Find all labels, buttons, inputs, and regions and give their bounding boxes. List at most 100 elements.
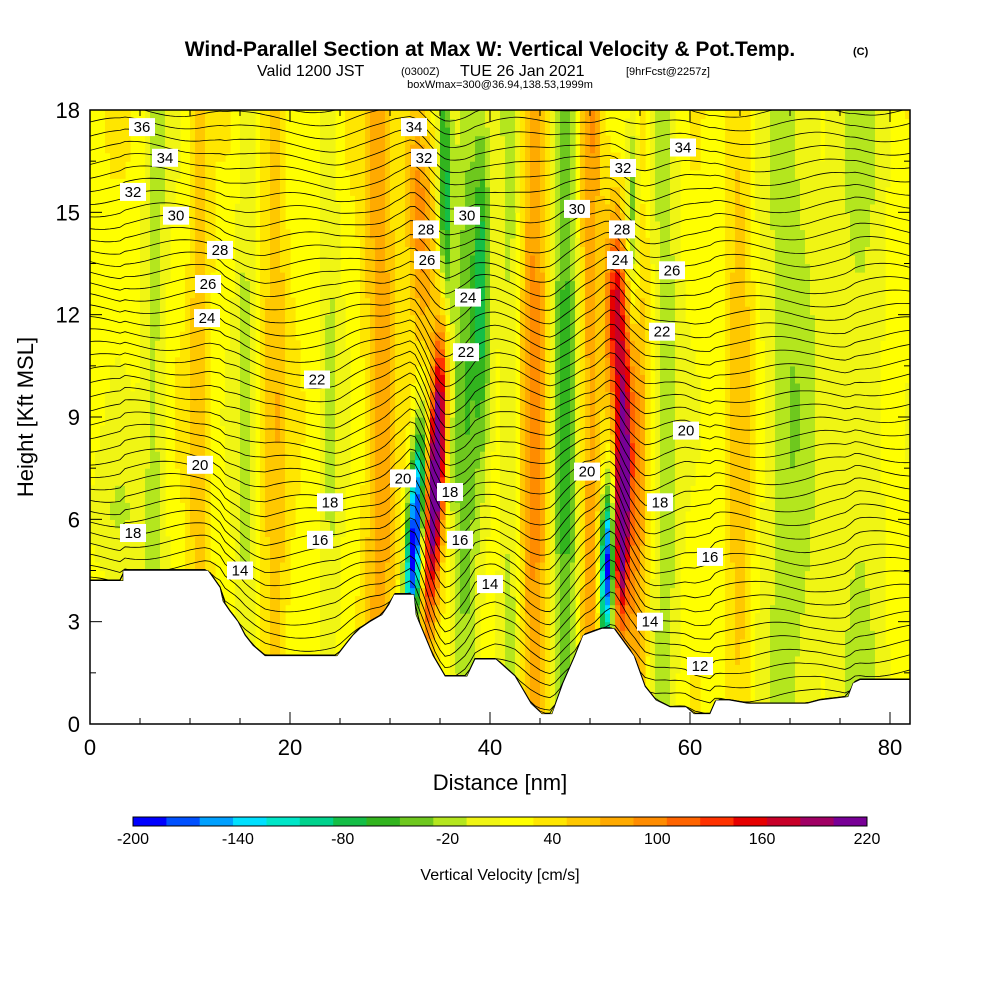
field-cell xyxy=(185,306,191,316)
field-cell xyxy=(455,161,461,171)
field-cell xyxy=(405,323,411,333)
field-cell xyxy=(405,579,411,589)
field-cell xyxy=(530,579,536,589)
field-cell xyxy=(490,280,496,290)
field-cell xyxy=(550,348,556,358)
field-cell xyxy=(185,502,191,512)
field-cell xyxy=(515,638,521,648)
field-cell xyxy=(235,331,241,341)
field-cell xyxy=(125,417,131,427)
field-cell xyxy=(295,451,301,461)
field-cell xyxy=(390,502,396,512)
field-cell xyxy=(355,613,361,623)
field-cell xyxy=(115,536,121,546)
field-cell xyxy=(455,246,461,256)
field-cell xyxy=(525,391,531,401)
field-cell xyxy=(155,263,161,273)
field-cell xyxy=(205,502,211,512)
field-cell xyxy=(425,451,431,461)
field-cell xyxy=(560,340,566,350)
field-cell xyxy=(500,127,506,137)
field-cell xyxy=(460,169,466,179)
field-cell xyxy=(335,365,341,375)
field-cell xyxy=(335,314,341,324)
field-cell xyxy=(530,306,536,316)
field-cell xyxy=(270,331,276,341)
field-cell xyxy=(425,331,431,341)
field-cell xyxy=(340,510,346,520)
field-cell xyxy=(285,493,291,503)
field-cell xyxy=(200,289,206,299)
field-cell xyxy=(375,178,381,188)
field-cell xyxy=(200,374,206,384)
field-cell xyxy=(270,323,276,333)
field-cell xyxy=(540,706,546,717)
field-cell xyxy=(535,621,541,631)
field-cell xyxy=(505,519,511,529)
field-cell xyxy=(205,485,211,495)
field-cell xyxy=(410,280,416,290)
field-cell xyxy=(535,502,541,512)
field-cell xyxy=(510,272,516,282)
field-cell xyxy=(445,178,451,188)
field-cell xyxy=(465,118,471,128)
field-cell xyxy=(290,399,296,410)
field-cell xyxy=(465,186,471,196)
field-cell xyxy=(430,613,436,623)
field-cell xyxy=(455,237,461,248)
field-cell xyxy=(195,289,201,299)
field-cell xyxy=(535,255,541,265)
field-cell xyxy=(235,237,241,248)
field-cell xyxy=(370,297,376,307)
field-cell xyxy=(275,186,281,196)
field-cell xyxy=(125,553,131,563)
field-cell xyxy=(365,306,371,316)
field-cell xyxy=(465,417,471,427)
field-cell xyxy=(440,417,446,427)
field-cell xyxy=(285,374,291,384)
field-cell xyxy=(335,510,341,520)
field-cell xyxy=(480,118,486,128)
field-cell xyxy=(345,382,351,393)
field-cell xyxy=(395,289,401,299)
field-cell xyxy=(540,527,546,538)
field-cell xyxy=(375,519,381,529)
field-cell xyxy=(235,255,241,265)
field-cell xyxy=(115,417,121,427)
field-cell xyxy=(370,544,376,555)
field-cell xyxy=(195,263,201,273)
field-cell xyxy=(375,110,381,120)
field-cell xyxy=(115,570,121,580)
field-cell xyxy=(200,536,206,546)
field-cell xyxy=(230,502,236,512)
field-cell xyxy=(445,144,451,154)
field-cell xyxy=(235,408,241,418)
field-cell xyxy=(410,417,416,427)
field-cell xyxy=(185,562,191,572)
field-cell xyxy=(155,468,161,478)
field-cell xyxy=(415,169,421,179)
field-cell xyxy=(355,118,361,128)
field-cell xyxy=(510,220,516,231)
field-cell xyxy=(105,118,111,128)
field-cell xyxy=(455,579,461,589)
field-cell xyxy=(260,237,266,248)
field-cell xyxy=(550,621,556,631)
field-cell xyxy=(540,365,546,375)
field-cell xyxy=(535,203,541,213)
field-cell xyxy=(430,178,436,188)
field-cell xyxy=(275,382,281,393)
field-cell xyxy=(455,655,461,665)
field-cell xyxy=(430,493,436,503)
field-cell xyxy=(335,451,341,461)
field-cell xyxy=(270,169,276,179)
field-cell xyxy=(115,459,121,469)
field-cell xyxy=(250,399,256,410)
field-cell xyxy=(365,502,371,512)
field-cell xyxy=(505,186,511,196)
field-cell xyxy=(475,468,481,478)
field-cell xyxy=(480,510,486,520)
field-cell xyxy=(95,451,101,461)
field-cell xyxy=(260,255,266,265)
field-cell xyxy=(275,348,281,358)
